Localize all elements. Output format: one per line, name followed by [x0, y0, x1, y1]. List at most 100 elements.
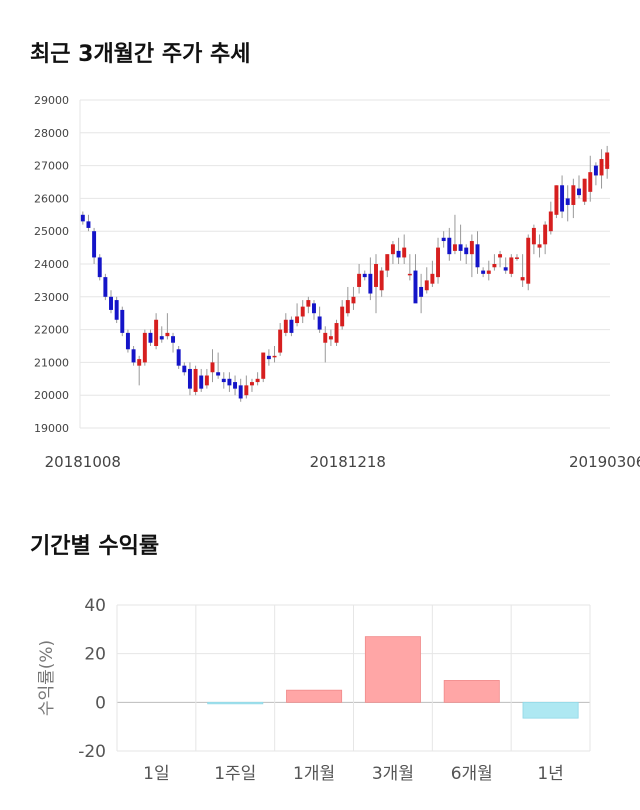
candle-body [430, 273, 435, 284]
candle-body [159, 336, 164, 340]
x-tick-label: 20190306 [569, 453, 640, 471]
candle-body [531, 227, 536, 245]
candle-body [255, 378, 260, 383]
candle-body [125, 332, 130, 350]
candle-body [97, 257, 102, 278]
candle-body [368, 273, 373, 294]
candle-body [92, 231, 97, 258]
returns-bar-chart: 40 20 0 -20 1일 1주일 1개월 3개월 6개월 1년 수익률(%) [37, 596, 591, 784]
candle-body [137, 359, 142, 366]
candle-body [464, 247, 469, 255]
candle-body [114, 300, 119, 320]
candle-body [340, 306, 345, 327]
candle-body [278, 329, 283, 353]
candle-body [390, 244, 395, 255]
x-tick-label: 20181218 [310, 453, 386, 471]
y-tick-label: 0 [95, 693, 106, 713]
candle-body [351, 296, 356, 304]
x-tick-label: 1개월 [293, 764, 335, 784]
candle-body [165, 332, 170, 337]
candle-body [283, 319, 288, 333]
returns-y-axis: 40 20 0 -20 [78, 596, 106, 762]
candle-body [176, 349, 181, 366]
candlestick-grid [79, 99, 610, 429]
candle-body [548, 211, 553, 232]
candle-body [216, 372, 221, 376]
x-tick-label: 20181008 [45, 453, 121, 471]
candle-body [413, 270, 418, 304]
y-tick-label: 19000 [34, 422, 69, 435]
candle-body [204, 375, 209, 386]
candle-body [605, 152, 610, 169]
candle-body [582, 178, 587, 202]
x-tick-label: 1년 [537, 764, 563, 784]
candle-body [238, 385, 243, 399]
candle-body [328, 336, 333, 340]
candle-body [272, 355, 277, 358]
x-tick-label: 1일 [143, 764, 169, 784]
candlestick-chart: 29000 28000 27000 26000 25000 24000 23000 22000… [34, 94, 640, 471]
candle-body [317, 316, 322, 330]
x-tick-label: 6개월 [451, 764, 493, 784]
return-bar [443, 680, 500, 703]
candle-body [312, 303, 316, 314]
y-tick-label: 21000 [34, 356, 69, 369]
candle-body [593, 165, 598, 176]
candle-body [571, 185, 576, 205]
candle-body [520, 277, 525, 281]
candle-body [537, 244, 542, 248]
y-tick-label: 26000 [34, 192, 69, 205]
candle-body [452, 244, 457, 251]
candle-body [233, 382, 238, 389]
y-tick-label: 29000 [34, 94, 69, 107]
candle-body [187, 368, 192, 389]
y-tick-label: 28000 [34, 127, 69, 140]
y-tick-label: 20000 [34, 389, 69, 402]
y-tick-label: 22000 [34, 324, 69, 337]
candle-body [266, 355, 271, 360]
candlestick-y-axis: 29000 28000 27000 26000 25000 24000 23000 22000… [34, 94, 69, 435]
candle-body [599, 159, 604, 176]
candle-body [379, 270, 384, 291]
candle-body [588, 172, 593, 192]
y-tick-label: 40 [84, 596, 106, 616]
candle-body [374, 264, 378, 287]
returns-bars [207, 636, 579, 719]
price-trend-title: 최근 3개월간 주가 추세 [30, 42, 251, 67]
candle-body [295, 316, 300, 324]
candle-body [419, 286, 424, 297]
candle-body [543, 224, 548, 245]
candle-body [210, 362, 215, 373]
returns-grid [116, 604, 591, 752]
candle-body [154, 319, 159, 346]
y-tick-label: 24000 [34, 258, 69, 271]
candle-body [475, 244, 480, 268]
x-tick-label: 1주일 [214, 764, 256, 784]
return-bar [522, 701, 579, 719]
candle-body [148, 332, 153, 343]
candle-body [80, 214, 85, 222]
candle-body [498, 254, 503, 258]
candle-body [221, 378, 226, 383]
candle-body [447, 237, 452, 255]
candle-body [362, 273, 367, 278]
candle-body [577, 188, 581, 196]
return-bar [286, 689, 343, 703]
candle-body [109, 296, 113, 310]
period-returns-title: 기간별 수익률 [30, 534, 160, 559]
candle-body [492, 264, 497, 268]
candle-body [142, 332, 147, 363]
candle-body [261, 352, 266, 379]
x-tick-label: 3개월 [372, 764, 414, 784]
candle-body [131, 349, 136, 363]
candle-body [306, 300, 311, 307]
y-tick-label: 20 [84, 645, 106, 665]
candle-body [396, 250, 401, 258]
candlestick-x-axis: 20181008 20181218 20190306 [45, 453, 640, 471]
returns-x-axis: 1일 1주일 1개월 3개월 6개월 1년 [143, 764, 564, 784]
returns-y-axis-label: 수익률(%) [37, 640, 57, 716]
candle-body [182, 365, 187, 373]
candlestick-series [80, 145, 610, 402]
candle-body [481, 270, 486, 274]
candle-body [486, 270, 491, 274]
